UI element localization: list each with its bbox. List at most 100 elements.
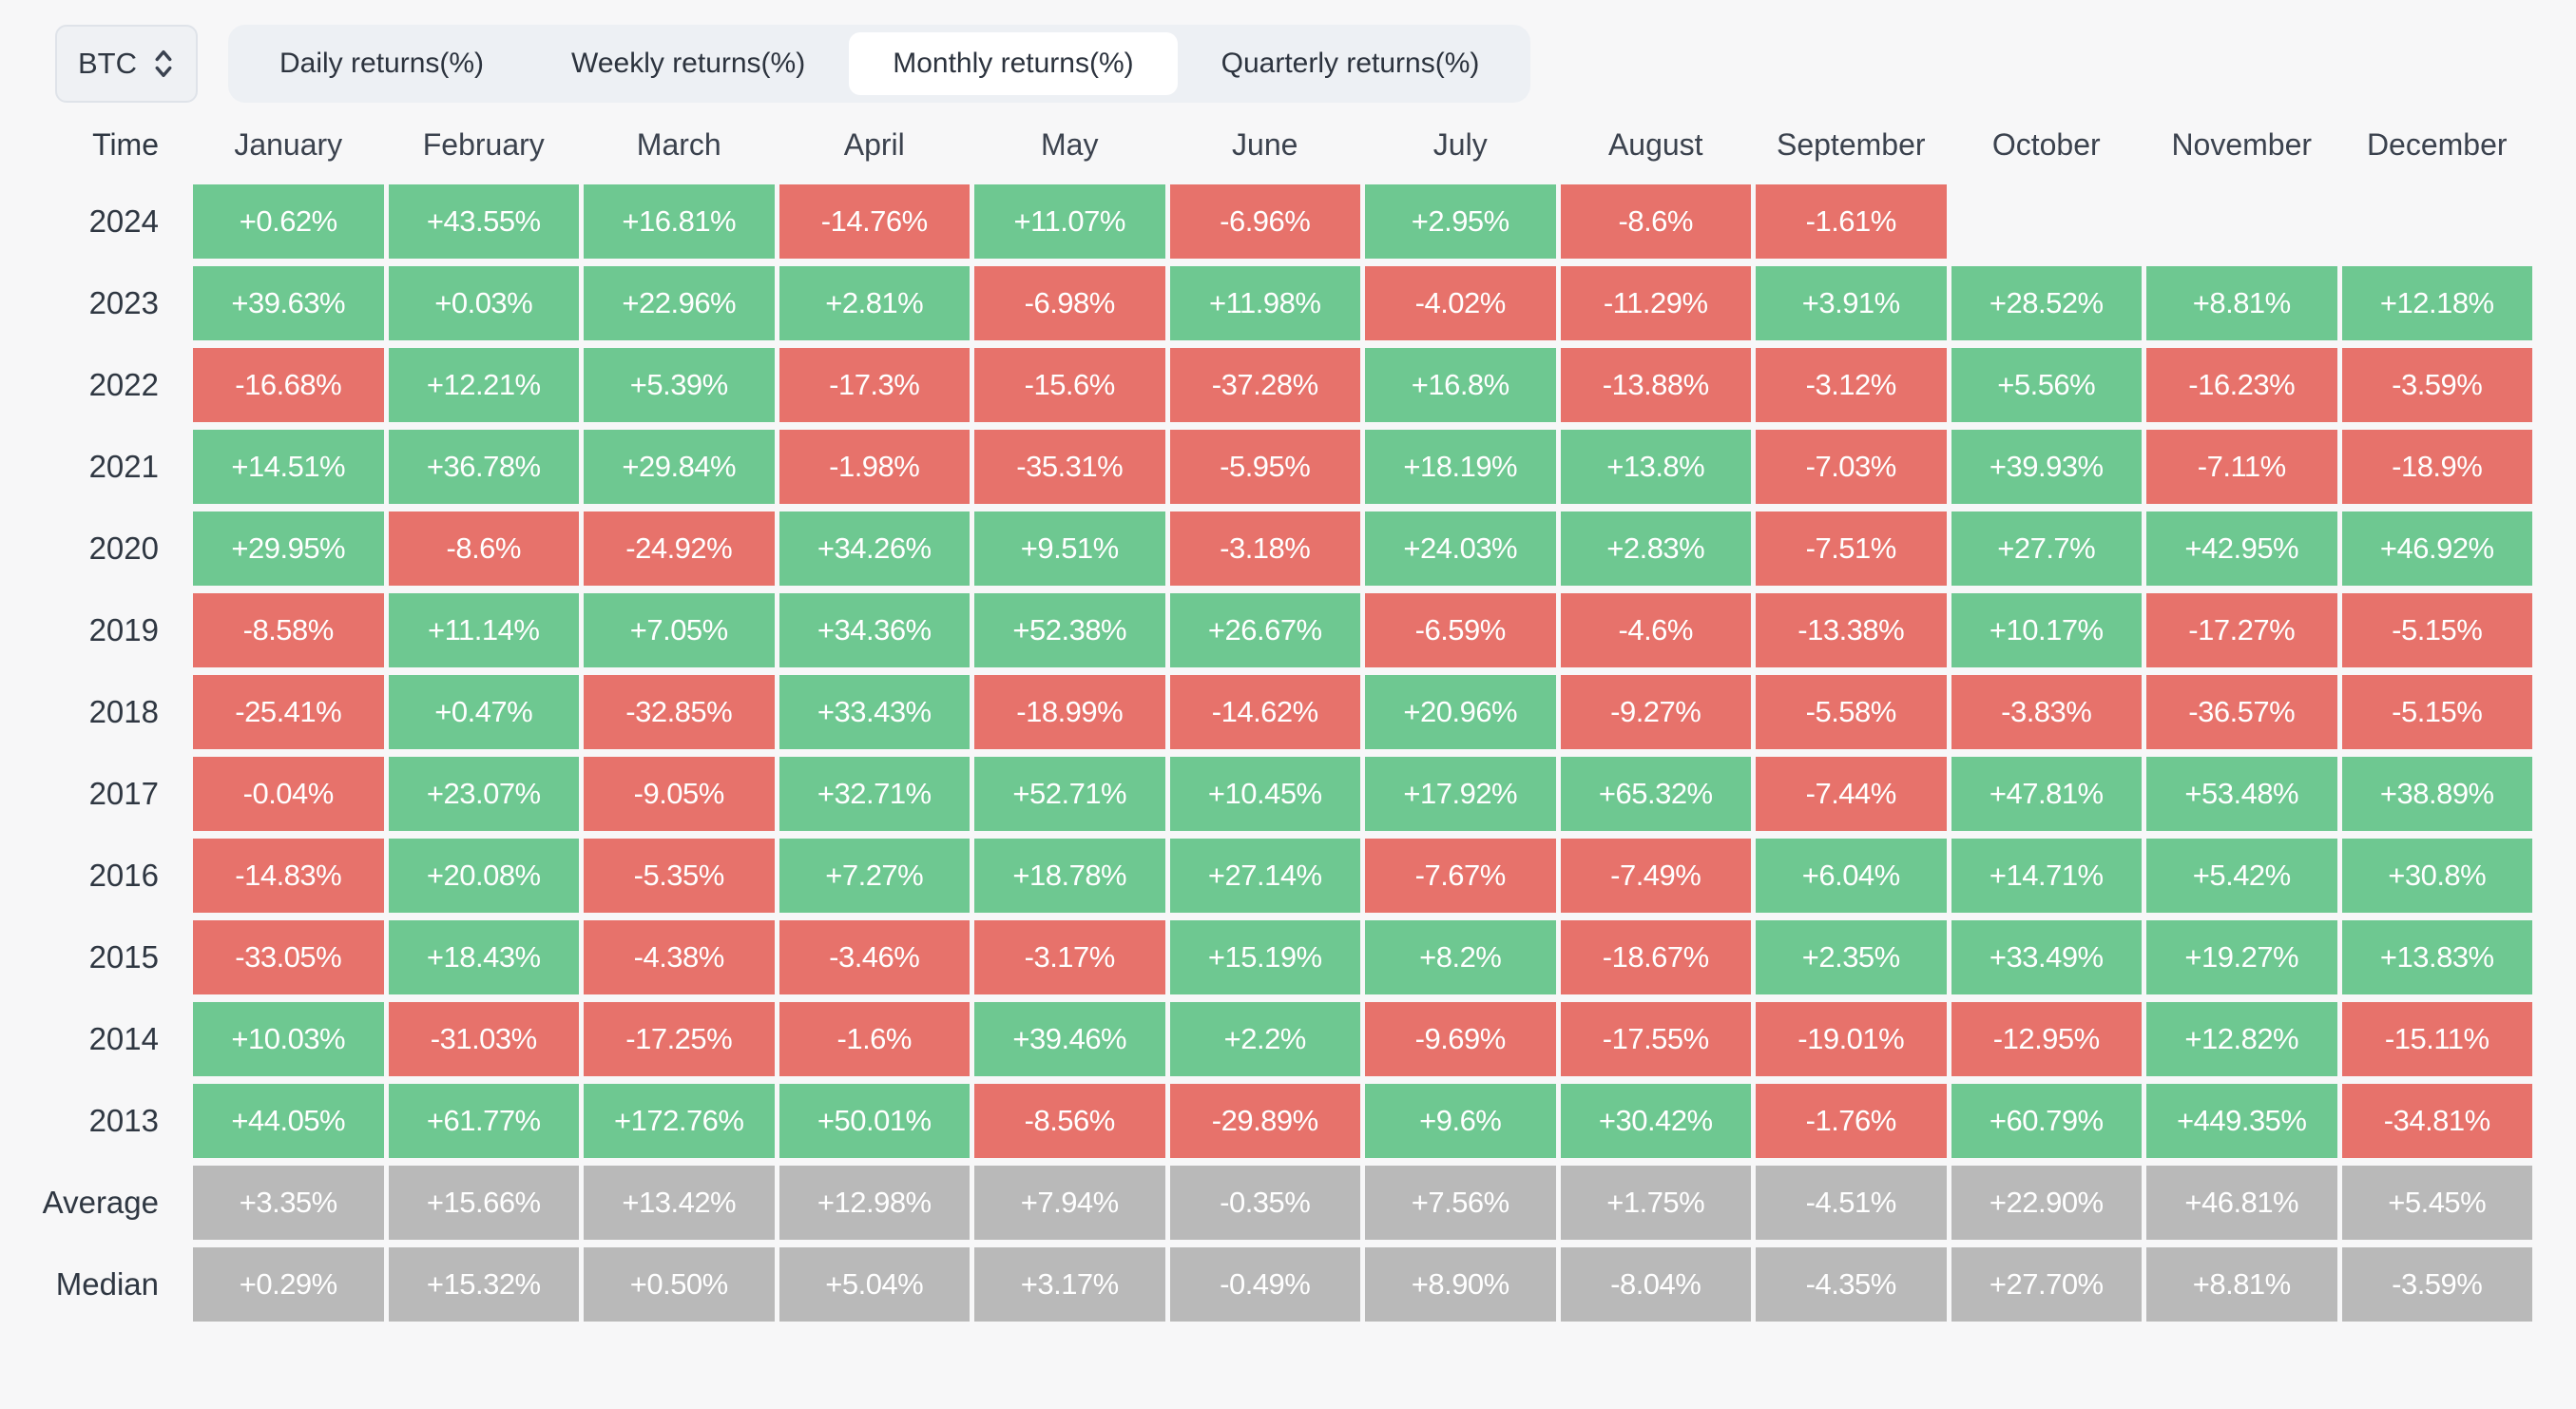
return-cell: -17.27% xyxy=(2146,593,2337,667)
return-cell: -1.61% xyxy=(1756,184,1947,259)
return-cell: -37.28% xyxy=(1169,348,1360,422)
month-column-header: July xyxy=(1432,126,1488,162)
return-cell: +60.79% xyxy=(1951,1084,2142,1158)
empty-cell xyxy=(2342,184,2533,259)
return-cell: +18.78% xyxy=(974,839,1165,913)
month-column-header: April xyxy=(843,126,905,162)
return-cell: -7.44% xyxy=(1756,757,1947,831)
return-cell: +9.51% xyxy=(974,511,1165,586)
table-row: 2019 -8.58% +11.14% +7.05% +34.36% +52.38% +26… xyxy=(38,593,2532,667)
return-cell: +39.93% xyxy=(1951,430,2142,504)
month-column-header: May xyxy=(1041,126,1099,162)
table-row: 2020 +29.95% -8.6% -24.92% +34.26% +9.51% -3.1… xyxy=(38,511,2532,586)
return-cell: +12.82% xyxy=(2146,1002,2337,1076)
return-cell: +10.03% xyxy=(193,1002,384,1076)
return-cell: -18.9% xyxy=(2341,430,2532,504)
return-cell: -3.59% xyxy=(2341,348,2532,422)
empty-cell xyxy=(2146,184,2337,259)
return-cell: +10.17% xyxy=(1951,593,2142,667)
row-label: 2016 xyxy=(88,858,159,893)
return-cell: +12.18% xyxy=(2341,266,2532,340)
return-cell: +14.51% xyxy=(193,430,384,504)
tab-daily-returns[interactable]: Daily returns(%) xyxy=(236,32,528,95)
table-row: 2022 -16.68% +12.21% +5.39% -17.3% -15.6% -37.… xyxy=(38,348,2532,422)
return-cell: +13.42% xyxy=(584,1166,775,1240)
return-cell: -5.58% xyxy=(1756,675,1947,749)
empty-cell xyxy=(1951,184,2143,259)
return-cell: +5.45% xyxy=(2341,1166,2532,1240)
table-row: 2014 +10.03% -31.03% -17.25% -1.6% +39.46% +2.… xyxy=(38,1002,2532,1076)
return-cell: -14.76% xyxy=(779,184,970,259)
return-cell: +172.76% xyxy=(584,1084,775,1158)
return-cell: +449.35% xyxy=(2146,1084,2337,1158)
return-cell: +27.14% xyxy=(1169,839,1360,913)
return-cell: -17.55% xyxy=(1560,1002,1751,1076)
return-cell: +13.8% xyxy=(1560,430,1751,504)
return-cell: +30.42% xyxy=(1560,1084,1751,1158)
month-column-header: November xyxy=(2171,126,2313,162)
return-cell: -8.56% xyxy=(974,1084,1165,1158)
return-cell: +9.6% xyxy=(1365,1084,1556,1158)
return-cell: +32.71% xyxy=(779,757,970,831)
return-cell: +7.94% xyxy=(974,1166,1165,1240)
row-label: 2022 xyxy=(88,367,159,402)
table-row: 2015 -33.05% +18.43% -4.38% -3.46% -3.17% +15.… xyxy=(38,920,2532,994)
return-cell: -12.95% xyxy=(1951,1002,2142,1076)
return-cell: +12.21% xyxy=(388,348,579,422)
return-cell: +18.43% xyxy=(388,920,579,994)
return-cell: +13.83% xyxy=(2341,920,2532,994)
return-cell: -9.69% xyxy=(1365,1002,1556,1076)
return-cell: -8.6% xyxy=(1560,184,1751,259)
table-row: Median +0.29% +15.32% +0.50% +5.04% +3.17% -0.… xyxy=(38,1247,2532,1322)
return-cell: -7.11% xyxy=(2146,430,2337,504)
tab-weekly-returns[interactable]: Weekly returns(%) xyxy=(528,32,849,95)
table-row: Average +3.35% +15.66% +13.42% +12.98% +7.94%… xyxy=(38,1166,2532,1240)
month-column-header: August xyxy=(1607,126,1703,162)
return-cell: -17.3% xyxy=(779,348,970,422)
return-cell: +18.19% xyxy=(1365,430,1556,504)
return-cell: +39.46% xyxy=(974,1002,1165,1076)
return-cell: +7.56% xyxy=(1365,1166,1556,1240)
return-cell: +11.07% xyxy=(974,184,1165,259)
return-cell: +0.50% xyxy=(584,1247,775,1322)
month-column-header: December xyxy=(2366,126,2508,162)
return-cell: -9.05% xyxy=(584,757,775,831)
return-cell: +16.8% xyxy=(1365,348,1556,422)
return-cell: -1.98% xyxy=(779,430,970,504)
return-cell: +3.35% xyxy=(193,1166,384,1240)
return-cell: +11.98% xyxy=(1169,266,1360,340)
return-cell: -6.98% xyxy=(974,266,1165,340)
return-cell: -3.59% xyxy=(2341,1247,2532,1322)
return-cell: -4.02% xyxy=(1365,266,1556,340)
return-cell: -0.04% xyxy=(193,757,384,831)
row-label: 2024 xyxy=(88,203,159,239)
return-cell: +7.27% xyxy=(779,839,970,913)
row-label: 2019 xyxy=(88,612,159,647)
returns-table: Time January February March April May June July… xyxy=(38,105,2532,1322)
return-cell: -0.35% xyxy=(1169,1166,1360,1240)
return-cell: +23.07% xyxy=(388,757,579,831)
return-cell: +43.55% xyxy=(388,184,579,259)
return-cell: -15.11% xyxy=(2341,1002,2532,1076)
return-cell: -4.35% xyxy=(1756,1247,1947,1322)
row-label: Average xyxy=(42,1185,159,1220)
return-cell: +44.05% xyxy=(193,1084,384,1158)
table-row: 2018 -25.41% +0.47% -32.85% +33.43% -18.99% -1… xyxy=(38,675,2532,749)
return-cell: -8.6% xyxy=(388,511,579,586)
asset-selector[interactable]: BTC xyxy=(55,25,198,103)
return-cell: +2.95% xyxy=(1365,184,1556,259)
return-cell: +28.52% xyxy=(1951,266,2142,340)
return-cell: -16.68% xyxy=(193,348,384,422)
return-cell: -4.51% xyxy=(1756,1166,1947,1240)
return-cell: +2.2% xyxy=(1169,1002,1360,1076)
return-cell: -16.23% xyxy=(2146,348,2337,422)
return-cell: +2.83% xyxy=(1560,511,1751,586)
tab-quarterly-returns[interactable]: Quarterly returns(%) xyxy=(1178,32,1524,95)
return-cell: +52.38% xyxy=(974,593,1165,667)
return-cell: +2.35% xyxy=(1756,920,1947,994)
return-cell: -6.96% xyxy=(1169,184,1360,259)
return-cell: +34.26% xyxy=(779,511,970,586)
return-cell: -17.25% xyxy=(584,1002,775,1076)
tab-monthly-returns[interactable]: Monthly returns(%) xyxy=(849,32,1178,95)
return-cell: -5.15% xyxy=(2341,675,2532,749)
